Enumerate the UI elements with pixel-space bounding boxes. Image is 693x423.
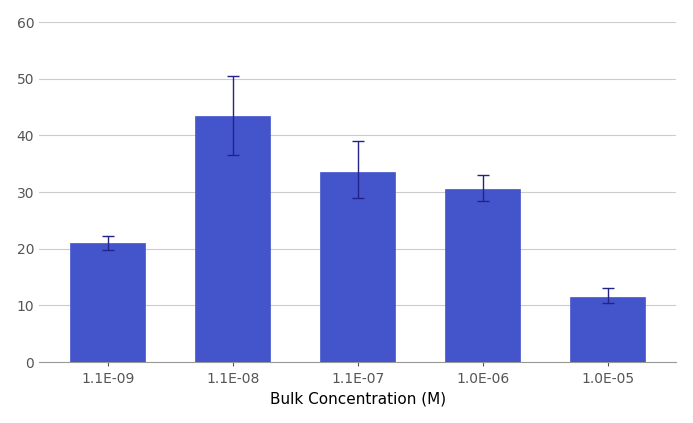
Bar <box>195 115 270 362</box>
X-axis label: Bulk Concentration (M): Bulk Concentration (M) <box>270 391 446 407</box>
Bar <box>445 189 520 362</box>
Bar <box>570 297 645 362</box>
Bar <box>320 172 395 362</box>
Bar <box>71 243 146 362</box>
